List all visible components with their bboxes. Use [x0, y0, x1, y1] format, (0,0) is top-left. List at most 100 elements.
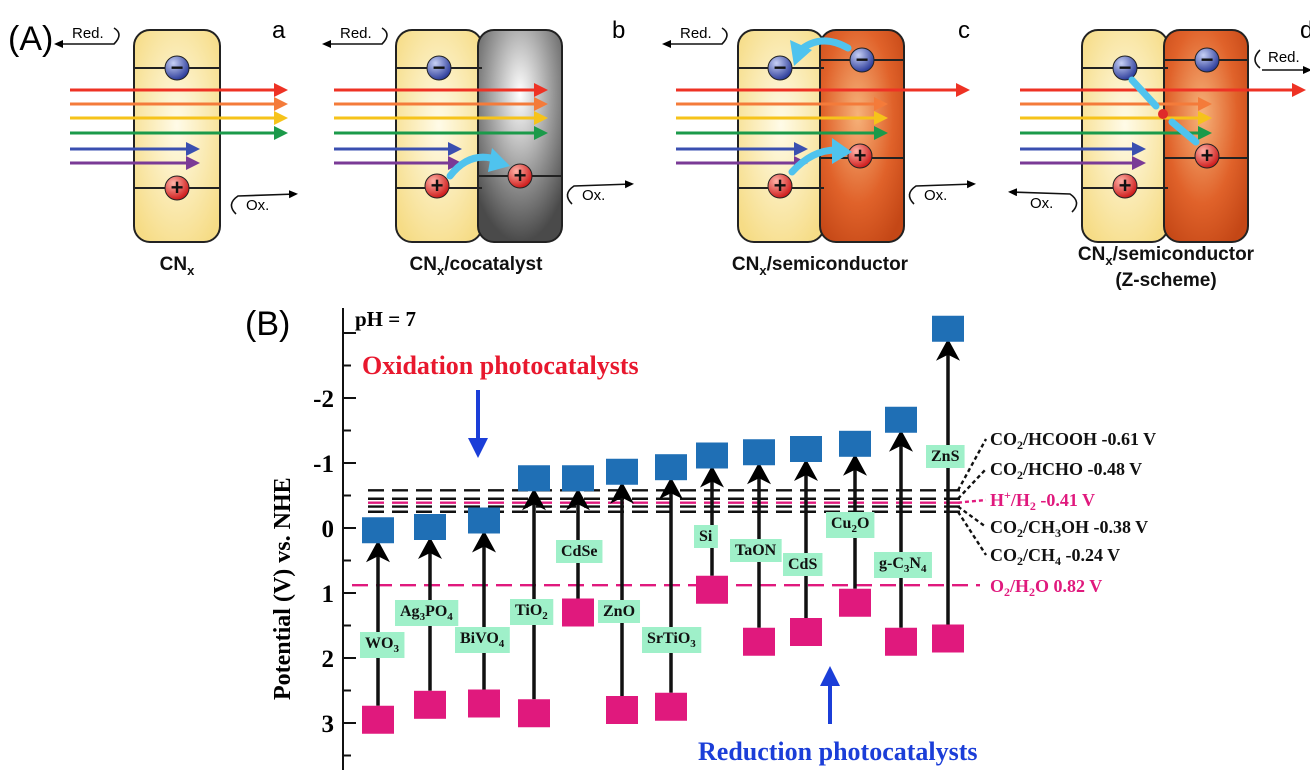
redox-sub: 2: [1004, 585, 1010, 599]
material-bivo4: BiVO4: [455, 507, 510, 718]
redox-sub: 2: [1017, 438, 1023, 452]
caption-rest: /semiconductor: [767, 254, 909, 275]
material-tio2: TiO2: [510, 465, 554, 728]
subpanel-letter: c: [958, 17, 970, 44]
caption-rest: /cocatalyst: [444, 254, 543, 275]
light-ray-1-head: [1292, 83, 1306, 97]
label-sub: 3: [690, 638, 696, 650]
redox-leader-5: [956, 511, 988, 556]
light-ray-5-head: [186, 142, 200, 156]
light-ray-2-head: [534, 97, 548, 111]
redox-mid: /H: [1010, 490, 1030, 510]
label-main: WO: [365, 635, 393, 652]
redox-label-1: CO2/HCOOH -0.61 V: [990, 429, 1156, 452]
label-sub2: 4: [447, 611, 453, 623]
material-ag3: Ag3PO4: [395, 514, 459, 719]
light-ray-4-head: [1198, 126, 1212, 140]
material-wo3: WO3: [360, 517, 405, 734]
ox-label: Ox.: [924, 187, 947, 204]
redox-leader-4: [957, 505, 987, 528]
material-label-bg: [783, 553, 823, 576]
vb-marker: [743, 627, 775, 656]
transfer-arrow-electron: [1128, 76, 1160, 110]
label-sub2: 4: [921, 563, 927, 575]
red-label-arrow: [662, 27, 728, 48]
caption-rest: /semiconductor: [1113, 244, 1255, 265]
vb-marker: [562, 598, 594, 627]
material-label: BiVO4: [460, 630, 505, 650]
redox-sub2: 3: [1055, 526, 1061, 540]
label-main: TiO: [515, 602, 542, 619]
material-taon: TaON: [730, 439, 782, 656]
light-ray-1-head: [274, 83, 288, 97]
red-label: Red.: [680, 25, 712, 42]
label-main: Ag: [400, 603, 420, 620]
vb-marker: [932, 624, 964, 653]
subpanel-letter: d: [1300, 17, 1310, 44]
redox-label-3: H+/H2 -0.41 V: [990, 488, 1095, 513]
material-label: TiO2: [515, 602, 548, 622]
red-label-arrow: [54, 27, 120, 48]
material-gc3: g-C3N4: [874, 406, 932, 656]
light-ray-4-head: [874, 126, 888, 140]
material-label: SrTiO3: [647, 630, 696, 650]
red-label: Red.: [72, 25, 104, 42]
vb-marker: [362, 705, 394, 734]
redox-sub: 2: [1017, 554, 1023, 568]
light-ray-5-head: [794, 142, 808, 156]
hole-cocatalyst-sign: +: [514, 163, 527, 188]
electron: [164, 55, 190, 81]
transfer-arrow-hole: [1168, 118, 1200, 146]
material-si: Si: [694, 442, 728, 604]
redox-leader-1: [956, 438, 988, 491]
y-tick-label: 3: [322, 711, 335, 738]
recombination-star: [1158, 109, 1168, 119]
panel-b: (B) pH = 7 Oxidation photocatalysts Redu…: [245, 305, 1156, 770]
label-main: Cu: [831, 515, 852, 532]
light-ray-2-head: [1198, 97, 1212, 111]
label-tail: N: [909, 555, 921, 572]
hole-sign: +: [1119, 173, 1132, 198]
vb-marker: [468, 689, 500, 718]
electron: [1112, 55, 1138, 81]
caption: CNx/semiconductor: [1078, 244, 1255, 268]
vb-marker: [885, 627, 917, 656]
light-ray-4-head: [274, 126, 288, 140]
cb-marker: [655, 454, 687, 481]
label-main: TaON: [735, 542, 777, 559]
caption-sub: x: [1105, 253, 1113, 268]
vb-marker: [839, 588, 871, 617]
caption-sub: x: [187, 263, 195, 278]
material-label: Ag3PO4: [400, 603, 453, 623]
redox-sub: 2: [1030, 499, 1036, 513]
vb-marker: [696, 575, 728, 604]
material-label: CdSe: [561, 543, 597, 560]
electron-semiconductor-sign: −: [1201, 47, 1214, 72]
label-main: ZnS: [931, 448, 960, 465]
light-ray-3-head: [274, 111, 288, 125]
cb-marker: [362, 517, 394, 544]
light-ray-3-head: [874, 111, 888, 125]
label-main: ZnO: [603, 603, 635, 620]
cb-marker: [696, 442, 728, 469]
ox-label: Ox.: [582, 187, 605, 204]
transfer-arrow-head: [488, 148, 510, 172]
redox-post: /HCHO -0.48 V: [1022, 459, 1142, 479]
subpanel-letter: b: [612, 17, 625, 44]
redox-sub2: 4: [1055, 554, 1061, 568]
ox-label: Ox.: [1030, 195, 1053, 212]
hole-sign: +: [171, 175, 184, 200]
material-label-bg: [826, 512, 875, 538]
light-ray-1-head: [956, 83, 970, 97]
hole-cocatalyst: [507, 163, 533, 189]
redox-label-6: O2/H2O 0.82 V: [990, 576, 1102, 599]
redox-pre: CO: [990, 459, 1017, 479]
redox-pre: CO: [990, 429, 1017, 449]
material-cds: CdS: [783, 436, 823, 646]
redox-sub: 2: [1017, 526, 1023, 540]
material-label: g-C3N4: [879, 555, 927, 575]
redox-post: -0.41 V: [1036, 490, 1095, 510]
red-label: Red.: [1268, 49, 1300, 66]
